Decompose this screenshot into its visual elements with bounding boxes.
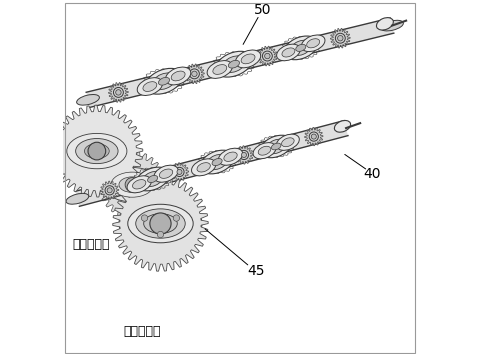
Ellipse shape <box>166 67 191 85</box>
Polygon shape <box>235 146 253 164</box>
Ellipse shape <box>197 163 210 172</box>
Ellipse shape <box>171 71 185 81</box>
Ellipse shape <box>228 60 240 68</box>
Ellipse shape <box>307 39 320 48</box>
Ellipse shape <box>222 56 246 72</box>
Ellipse shape <box>200 150 234 174</box>
Ellipse shape <box>266 139 287 154</box>
Text: 排气阀一侧: 排气阀一侧 <box>72 238 109 251</box>
Circle shape <box>175 167 184 176</box>
Ellipse shape <box>119 199 202 248</box>
Polygon shape <box>108 83 128 102</box>
Ellipse shape <box>276 134 300 150</box>
Circle shape <box>264 53 270 59</box>
Ellipse shape <box>58 128 136 174</box>
Ellipse shape <box>216 51 252 77</box>
Polygon shape <box>170 163 189 181</box>
Circle shape <box>107 188 112 193</box>
Polygon shape <box>305 127 323 146</box>
Ellipse shape <box>144 214 177 234</box>
Ellipse shape <box>152 73 176 90</box>
Ellipse shape <box>103 168 161 202</box>
Ellipse shape <box>67 133 127 169</box>
Polygon shape <box>98 151 166 218</box>
Ellipse shape <box>213 65 227 75</box>
Ellipse shape <box>212 158 222 165</box>
Polygon shape <box>51 105 143 197</box>
Ellipse shape <box>136 209 185 238</box>
Polygon shape <box>75 121 348 206</box>
Ellipse shape <box>147 175 158 182</box>
Ellipse shape <box>143 82 157 92</box>
Circle shape <box>311 134 316 139</box>
Circle shape <box>190 69 199 79</box>
Ellipse shape <box>271 143 281 150</box>
Circle shape <box>192 71 197 77</box>
Text: 进气阀一侧: 进气阀一侧 <box>123 325 161 338</box>
Ellipse shape <box>290 40 312 56</box>
Ellipse shape <box>296 44 306 51</box>
Text: 45: 45 <box>247 264 264 278</box>
Ellipse shape <box>253 143 276 159</box>
Circle shape <box>157 231 164 237</box>
Circle shape <box>142 215 148 221</box>
Circle shape <box>173 215 180 221</box>
Circle shape <box>125 178 139 192</box>
Ellipse shape <box>260 135 292 158</box>
Polygon shape <box>257 46 277 66</box>
Ellipse shape <box>145 69 182 94</box>
Polygon shape <box>100 181 119 200</box>
Circle shape <box>240 151 249 159</box>
Circle shape <box>105 186 114 195</box>
Ellipse shape <box>376 18 394 30</box>
Ellipse shape <box>206 154 228 170</box>
Circle shape <box>113 87 123 97</box>
Polygon shape <box>113 176 208 271</box>
Ellipse shape <box>76 138 118 164</box>
Ellipse shape <box>128 204 193 243</box>
Ellipse shape <box>276 44 300 61</box>
Ellipse shape <box>84 144 109 158</box>
Ellipse shape <box>77 94 99 105</box>
Ellipse shape <box>132 180 146 189</box>
Ellipse shape <box>192 159 216 176</box>
Polygon shape <box>330 28 350 48</box>
Ellipse shape <box>142 171 164 187</box>
Circle shape <box>150 213 171 234</box>
Circle shape <box>177 169 182 174</box>
Ellipse shape <box>282 138 294 147</box>
Ellipse shape <box>224 152 237 162</box>
Circle shape <box>336 33 345 43</box>
Ellipse shape <box>137 78 163 95</box>
Text: 50: 50 <box>254 3 272 17</box>
Ellipse shape <box>127 176 151 193</box>
Ellipse shape <box>381 20 403 31</box>
Ellipse shape <box>111 172 154 197</box>
Polygon shape <box>86 18 394 107</box>
Circle shape <box>263 51 272 61</box>
Circle shape <box>309 132 318 141</box>
Ellipse shape <box>258 146 271 155</box>
Ellipse shape <box>119 177 145 192</box>
Ellipse shape <box>282 48 295 57</box>
Ellipse shape <box>218 148 243 165</box>
Ellipse shape <box>136 167 169 191</box>
Ellipse shape <box>154 165 178 182</box>
Ellipse shape <box>335 120 350 132</box>
Ellipse shape <box>158 77 169 85</box>
Ellipse shape <box>159 169 173 178</box>
Circle shape <box>116 90 121 95</box>
Ellipse shape <box>301 35 325 51</box>
Circle shape <box>88 142 106 160</box>
Ellipse shape <box>241 54 255 64</box>
Ellipse shape <box>207 61 232 78</box>
Ellipse shape <box>235 50 261 68</box>
Ellipse shape <box>66 193 89 204</box>
Circle shape <box>241 152 247 158</box>
Polygon shape <box>184 64 204 84</box>
Circle shape <box>337 36 343 41</box>
Text: 40: 40 <box>364 167 381 181</box>
Ellipse shape <box>284 36 318 60</box>
